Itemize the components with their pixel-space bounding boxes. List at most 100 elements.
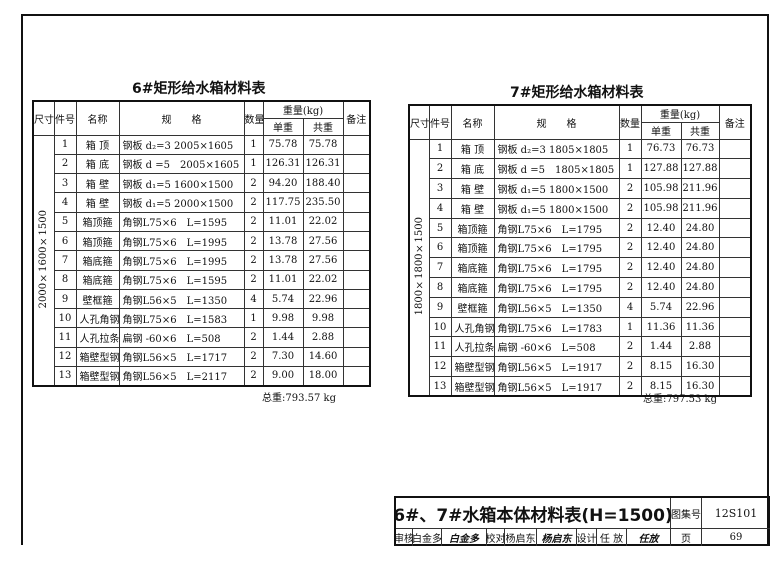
item-remark — [342, 192, 371, 213]
item-unit-weight: 76.73 — [640, 138, 682, 160]
item-quantity: 2 — [618, 336, 642, 358]
item-quantity: 2 — [243, 366, 264, 387]
item-quantity: 2 — [618, 217, 642, 239]
item-name: 箱 壁 — [75, 173, 120, 194]
item-remark — [342, 250, 371, 271]
header-quantity: 数量 — [618, 104, 642, 140]
atlas-number: 12S101 — [702, 498, 770, 529]
item-quantity: 2 — [618, 178, 642, 199]
item-spec: 角钢L56×5 L=2117 — [118, 366, 245, 387]
item-remark — [718, 296, 752, 318]
item-remark — [342, 269, 371, 290]
item-unit-weight: 5.74 — [262, 288, 304, 310]
header-spec: 规 格 — [493, 104, 620, 140]
header-size: 尺寸 — [408, 104, 430, 140]
item-unit-weight: 11.01 — [262, 211, 304, 232]
item-spec: 角钢L75×6 L=1995 — [118, 250, 245, 271]
checker-signature: 杨启东 — [537, 529, 577, 546]
item-quantity: 2 — [243, 192, 264, 213]
item-name: 人孔拉条 — [75, 327, 120, 348]
item-name: 箱底箍 — [450, 277, 495, 298]
item-no: 7 — [53, 250, 77, 271]
item-remark — [718, 257, 752, 279]
item-unit-weight: 105.98 — [640, 197, 682, 219]
table-row: 5 箱顶箍 角钢L75×6 L=1595 2 11.01 22.02 — [33, 211, 371, 232]
item-total-weight: 22.02 — [302, 269, 344, 290]
material-table-7: 尺寸 件号 名称规 格数量 重量(kg) 备注 单重 共重 1800×1800×1500 1 箱 … — [408, 104, 753, 398]
table-row: 7 箱底箍 角钢L75×6 L=1795 2 12.40 24.80 — [409, 257, 752, 279]
table-row: 6 箱顶箍 角钢L75×6 L=1795 2 12.40 24.80 — [409, 237, 752, 259]
item-quantity: 2 — [243, 327, 264, 348]
item-no: 3 — [428, 178, 452, 199]
header-unit-weight: 单重 — [262, 117, 304, 136]
header-item-no: 件号 — [53, 100, 77, 136]
item-total-weight: 11.36 — [680, 316, 720, 338]
item-spec: 钢板 d₂=3 2005×1605 — [118, 134, 245, 155]
designer-name: 任 放 — [597, 529, 627, 546]
item-quantity: 2 — [618, 237, 642, 259]
item-total-weight: 18.00 — [302, 366, 344, 387]
page-number: 69 — [729, 532, 743, 543]
header-size: 尺寸 — [32, 100, 55, 136]
table-title-6: 6#矩形给水箱材料表 — [132, 81, 266, 97]
table-title-7: 7#矩形给水箱材料表 — [510, 85, 644, 101]
item-unit-weight: 9.00 — [262, 366, 304, 387]
header-weight: 重量(kg) — [640, 104, 720, 123]
item-no: 13 — [428, 376, 452, 397]
item-total-weight: 16.30 — [680, 376, 720, 397]
item-quantity: 4 — [618, 296, 642, 318]
item-remark — [718, 237, 752, 259]
item-unit-weight: 75.78 — [262, 134, 304, 155]
item-no: 8 — [428, 277, 452, 298]
item-total-weight: 27.56 — [302, 230, 344, 252]
item-total-weight: 76.73 — [680, 138, 720, 160]
item-total-weight: 126.31 — [302, 153, 344, 175]
item-quantity: 1 — [618, 158, 642, 180]
item-remark — [718, 178, 752, 199]
header-item-no: 件号 — [428, 104, 452, 140]
item-unit-weight: 13.78 — [262, 230, 304, 252]
item-spec: 扁钢 -60×6 L=508 — [118, 327, 245, 348]
item-spec: 钢板 d₁=5 1800×1500 — [493, 178, 620, 199]
item-total-weight: 24.80 — [680, 277, 720, 298]
item-name: 人孔拉条 — [450, 336, 495, 358]
item-unit-weight: 11.01 — [262, 269, 304, 290]
size-value: 2000×1600×1500 — [38, 209, 50, 308]
header-unit-weight: 单重 — [640, 121, 682, 140]
item-no: 9 — [53, 288, 77, 310]
item-no: 2 — [428, 158, 452, 180]
item-spec: 角钢L75×6 L=1595 — [118, 269, 245, 290]
header-name: 名称 — [450, 104, 495, 140]
header-weight: 重量(kg) — [262, 100, 344, 119]
item-name: 箱壁型钢 — [75, 346, 120, 368]
item-no: 2 — [53, 153, 77, 175]
item-total-weight: 235.50 — [302, 192, 344, 213]
item-name: 箱顶箍 — [450, 237, 495, 259]
item-remark — [718, 356, 752, 378]
table-row: 5 箱顶箍 角钢L75×6 L=1795 2 12.40 24.80 — [409, 217, 752, 239]
item-no: 12 — [53, 346, 77, 368]
item-quantity: 2 — [618, 257, 642, 279]
item-name: 箱 壁 — [450, 197, 495, 219]
item-quantity: 2 — [618, 277, 642, 298]
header-total-weight: 共重 — [302, 117, 344, 136]
table-row: 10 人孔角钢 角钢L75×6 L=1783 1 11.36 11.36 — [409, 316, 752, 338]
item-spec: 角钢L56×5 L=1917 — [493, 356, 620, 378]
item-remark — [718, 336, 752, 358]
item-spec: 钢板 d =5 2005×1605 — [118, 153, 245, 175]
item-total-weight: 22.96 — [302, 288, 344, 310]
item-spec: 角钢L75×6 L=1583 — [118, 308, 245, 329]
item-total-weight: 14.60 — [302, 346, 344, 368]
item-quantity: 1 — [618, 138, 642, 160]
reviewer-signature: 白金多 — [442, 529, 487, 546]
item-name: 箱 壁 — [450, 178, 495, 199]
check-label: 校对 — [486, 529, 506, 546]
table-row: 6 箱顶箍 角钢L75×6 L=1995 2 13.78 27.56 — [33, 230, 371, 252]
table-row: 11 人孔拉条 扁钢 -60×6 L=508 2 1.44 2.88 — [33, 327, 371, 348]
item-name: 箱壁型钢 — [450, 356, 495, 378]
table-row: 1800×1800×1500 1 箱 顶钢板 d₂=3 1805×1805 1 76.7… — [408, 138, 752, 397]
